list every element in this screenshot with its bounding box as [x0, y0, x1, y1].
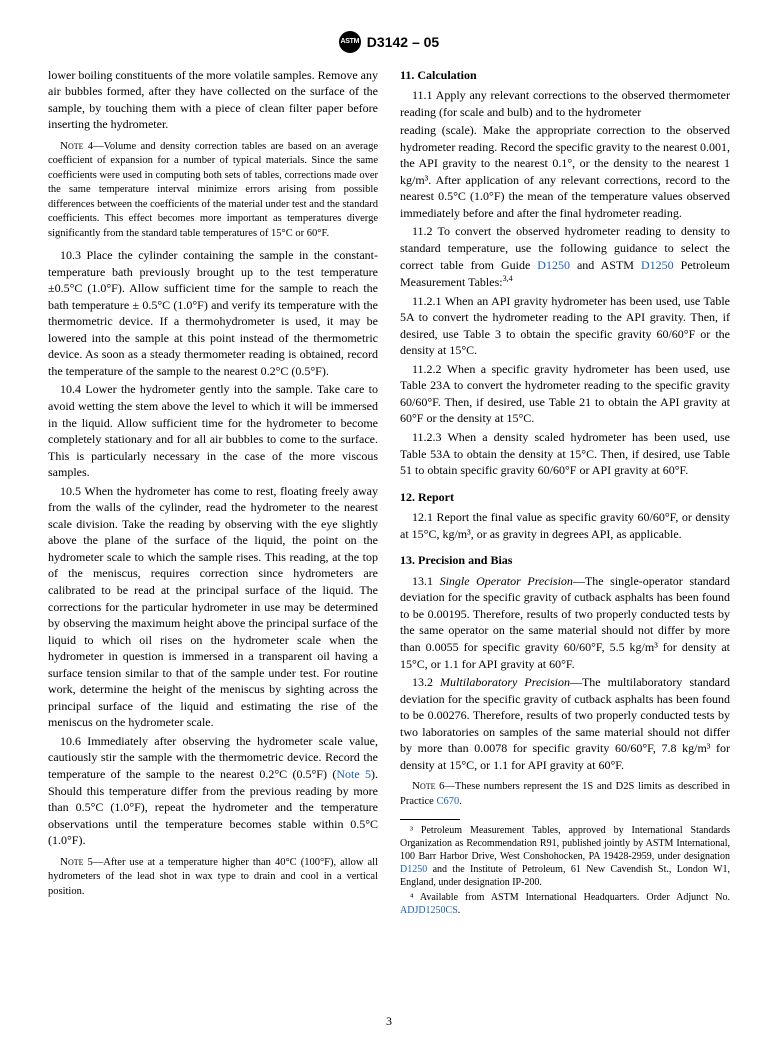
body-columns: lower boiling constituents of the more v…: [48, 67, 730, 918]
link-d1250-a[interactable]: D1250: [537, 258, 570, 272]
footnote-4a: ⁴ Available from ASTM International Head…: [410, 892, 730, 903]
note-label: Note: [412, 780, 436, 792]
standard-id: D3142 – 05: [367, 34, 439, 50]
section-12-head: 12. Report: [400, 489, 730, 506]
link-note5[interactable]: Note 5: [336, 767, 371, 781]
para-10-3: 10.3 Place the cylinder containing the s…: [48, 247, 378, 379]
para-13-1: 13.1 Single Operator Precision—The singl…: [400, 573, 730, 672]
page: ASTM D3142 – 05 lower boiling constituen…: [0, 0, 778, 1041]
note-5: Note 5—After use at a temperature higher…: [48, 855, 378, 899]
section-13-head: 13. Precision and Bias: [400, 552, 730, 569]
note-label: Note: [60, 856, 84, 868]
note-6: Note 6—These numbers represent the 1S an…: [400, 779, 730, 809]
page-number: 3: [0, 1014, 778, 1029]
para-11-2: 11.2 To convert the observed hydrometer …: [400, 223, 730, 290]
footnote-4b: .: [458, 905, 461, 916]
para-10-4: 10.4 Lower the hydrometer gently into th…: [48, 381, 378, 480]
page-header: ASTM D3142 – 05: [48, 30, 730, 53]
para-13-1-text: —The single-operator standard deviation …: [400, 574, 730, 671]
para-10-6: 10.6 Immediately after observing the hyd…: [48, 733, 378, 849]
note-num: 4—: [84, 141, 104, 152]
link-adjd1250cs[interactable]: ADJD1250CS: [400, 905, 458, 916]
footnote-3: ³ Petroleum Measurement Tables, approved…: [400, 824, 730, 889]
para-cont-top: lower boiling constituents of the more v…: [48, 67, 378, 133]
para-10-5: 10.5 When the hydrometer has come to res…: [48, 483, 378, 731]
para-11-2-1: 11.2.1 When an API gravity hydrometer ha…: [400, 293, 730, 359]
astm-logo-icon: ASTM: [339, 31, 361, 53]
note-text: Volume and density correction tables are…: [48, 141, 378, 239]
para-13-2-label: 13.2: [412, 675, 440, 689]
link-d1250-b[interactable]: D1250: [641, 258, 674, 272]
link-c670[interactable]: C670: [436, 796, 459, 807]
header-inner: ASTM D3142 – 05: [339, 31, 439, 53]
note-num: 5—: [84, 857, 104, 868]
footnote-4: ⁴ Available from ASTM International Head…: [400, 891, 730, 917]
para-13-2-text: —The multilaboratory standard deviation …: [400, 675, 730, 772]
note-6b: .: [459, 796, 462, 807]
para-11-2b: and ASTM: [570, 258, 641, 272]
note-label: Note: [60, 140, 84, 152]
sup-3-4: 3,4: [503, 274, 513, 283]
footnote-3a: ³ Petroleum Measurement Tables, approved…: [400, 825, 730, 862]
link-d1250-foot[interactable]: D1250: [400, 864, 427, 875]
para-11-2-3: 11.2.3 When a density scaled hydrometer …: [400, 429, 730, 479]
note-4: Note 4—Volume and density correction tab…: [48, 139, 378, 241]
para-11-1-cont: reading (scale). Make the appropriate co…: [400, 122, 730, 221]
para-13-1-label: 13.1: [412, 574, 440, 588]
para-11-2-2: 11.2.2 When a specific gravity hydromete…: [400, 361, 730, 427]
footnote-rule: [400, 819, 460, 820]
para-12-1: 12.1 Report the final value as specific …: [400, 509, 730, 542]
para-13-2-sub: Multilaboratory Precision: [440, 675, 570, 689]
para-13-1-sub: Single Operator Precision: [440, 574, 573, 588]
section-11-head: 11. Calculation: [400, 67, 730, 84]
footnote-3b: and the Institute of Petroleum, 61 New C…: [400, 864, 730, 888]
note-num: 6—: [436, 781, 455, 792]
para-10-6a: 10.6 Immediately after observing the hyd…: [48, 734, 378, 781]
footnotes: ³ Petroleum Measurement Tables, approved…: [400, 824, 730, 917]
para-11-1: 11.1 Apply any relevant corrections to t…: [400, 87, 730, 120]
para-13-2: 13.2 Multilaboratory Precision—The multi…: [400, 674, 730, 773]
